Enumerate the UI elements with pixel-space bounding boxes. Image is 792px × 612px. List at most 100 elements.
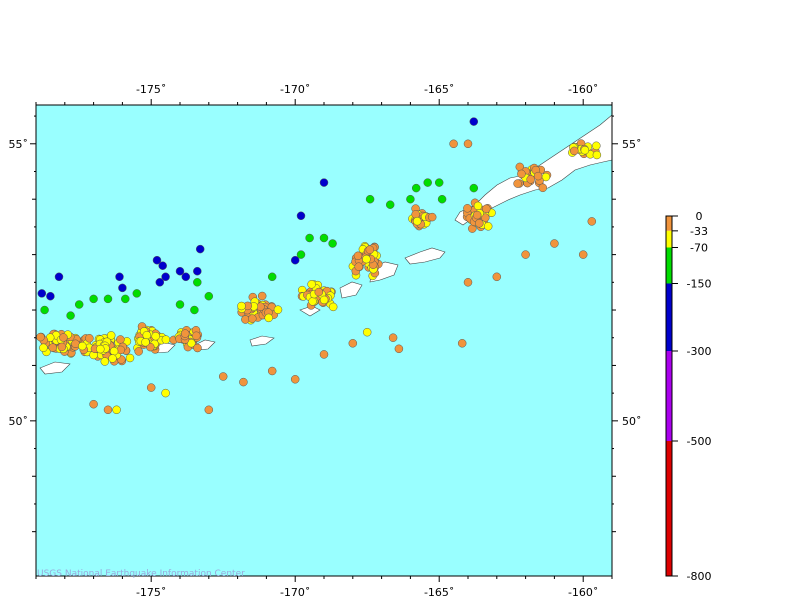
- lon-tick-label-bottom: -175˚: [136, 586, 166, 599]
- earthquake-point: [290, 375, 300, 384]
- earthquake-points: [36, 117, 602, 415]
- earthquake-point: [193, 343, 202, 353]
- earthquake-point: [492, 272, 502, 282]
- earthquake-point: [319, 233, 329, 243]
- earthquake-point: [132, 289, 142, 298]
- earthquake-point: [475, 219, 484, 228]
- earthquake-point: [115, 272, 124, 282]
- earthquake-point: [526, 175, 535, 184]
- earthquake-point: [161, 335, 171, 344]
- earthquake-point: [305, 233, 314, 243]
- lon-tick-label-top: -170˚: [280, 83, 310, 96]
- earthquake-point: [394, 344, 404, 354]
- earthquake-point: [592, 141, 601, 151]
- earthquake-point: [319, 178, 329, 187]
- earthquake-point: [362, 327, 372, 337]
- earthquake-point: [109, 346, 119, 356]
- lat-tick-label-right: 50˚: [622, 415, 642, 428]
- lon-tick-label-top: -165˚: [424, 83, 454, 96]
- colorbar-band: [666, 247, 672, 284]
- earthquake-point: [89, 294, 98, 304]
- earthquake-point: [463, 204, 472, 213]
- lon-tick-label-bottom: -165˚: [424, 586, 454, 599]
- earthquake-point: [85, 334, 94, 343]
- earthquake-point: [290, 255, 300, 265]
- earthquake-point: [423, 178, 432, 187]
- earthquake-point: [457, 339, 467, 348]
- earthquake-point: [434, 178, 444, 187]
- earthquake-point: [204, 405, 214, 415]
- earthquake-point: [388, 333, 398, 342]
- earthquake-point: [538, 183, 548, 193]
- colorbar-band: [666, 216, 672, 231]
- colorbar-band: [666, 230, 672, 248]
- earthquake-point: [118, 283, 127, 293]
- earthquake-point: [103, 405, 113, 415]
- earthquake-point: [190, 305, 199, 315]
- earthquake-point: [307, 280, 316, 289]
- earthquake-point: [89, 399, 98, 409]
- earthquake-point: [267, 272, 277, 282]
- earthquake-point: [151, 331, 160, 341]
- earthquake-point: [319, 350, 329, 359]
- earthquake-point: [348, 339, 358, 348]
- earthquake-point: [483, 222, 493, 231]
- earthquake-point: [412, 216, 422, 226]
- earthquake-point: [328, 302, 338, 312]
- earthquake-point: [406, 194, 415, 204]
- earthquake-point: [121, 294, 130, 304]
- earthquake-point: [46, 291, 55, 301]
- colorbar-band: [666, 283, 672, 351]
- earthquake-point: [195, 244, 205, 254]
- earthquake-point: [469, 117, 479, 126]
- earthquake-point: [385, 200, 395, 209]
- earthquake-point: [125, 353, 135, 363]
- earthquake-point: [146, 383, 156, 392]
- earthquake-point: [437, 194, 447, 204]
- credit-text: USGS National Earthquake Information Cen…: [37, 569, 245, 579]
- earthquake-point: [580, 145, 590, 155]
- colorbar-label: -70: [690, 242, 708, 255]
- earthquake-point: [37, 289, 47, 298]
- earthquake-point: [175, 300, 185, 309]
- earthquake-point: [161, 388, 170, 398]
- lat-tick-label-left: 50˚: [9, 415, 29, 428]
- earthquake-point: [187, 338, 196, 348]
- earthquake-point: [66, 311, 75, 320]
- lon-tick-label-top: -175˚: [136, 83, 166, 96]
- earthquake-point: [517, 169, 526, 179]
- earthquake-point: [257, 291, 267, 301]
- earthquake-point: [587, 217, 597, 226]
- colorbar-band: [666, 441, 672, 576]
- colorbar-band: [666, 351, 672, 441]
- earthquake-point: [96, 344, 105, 354]
- earthquake-point: [570, 146, 579, 156]
- earthquake-point: [481, 213, 490, 222]
- earthquake-point: [116, 335, 125, 344]
- earthquake-point: [365, 245, 375, 254]
- earthquake-point: [158, 261, 167, 270]
- earthquake-point: [463, 278, 473, 287]
- lat-tick-label-left: 55˚: [9, 138, 29, 151]
- earthquake-point: [192, 331, 201, 341]
- unimak-island: [404, 247, 446, 265]
- earthquake-point: [592, 150, 602, 160]
- umnak-island: [339, 281, 363, 299]
- earthquake-point: [54, 272, 64, 282]
- earthquake-point: [193, 278, 202, 287]
- earthquake-point: [108, 354, 117, 363]
- colorbar-border: [665, 215, 673, 577]
- earthquake-point: [152, 255, 162, 265]
- earthquake-point: [296, 211, 306, 221]
- lat-tick-label-right: 55˚: [622, 138, 642, 151]
- colorbar-label: -800: [687, 570, 712, 583]
- earthquake-point: [141, 337, 150, 347]
- earthquake-point: [273, 305, 283, 314]
- earthquake-point: [308, 297, 317, 306]
- lon-tick-label-top: -160˚: [568, 83, 598, 96]
- colorbar-label: -300: [687, 345, 712, 358]
- earthquake-point: [521, 250, 530, 259]
- earthquake-point: [39, 343, 48, 353]
- earthquake-point: [469, 183, 479, 193]
- earthquake-point: [175, 266, 185, 276]
